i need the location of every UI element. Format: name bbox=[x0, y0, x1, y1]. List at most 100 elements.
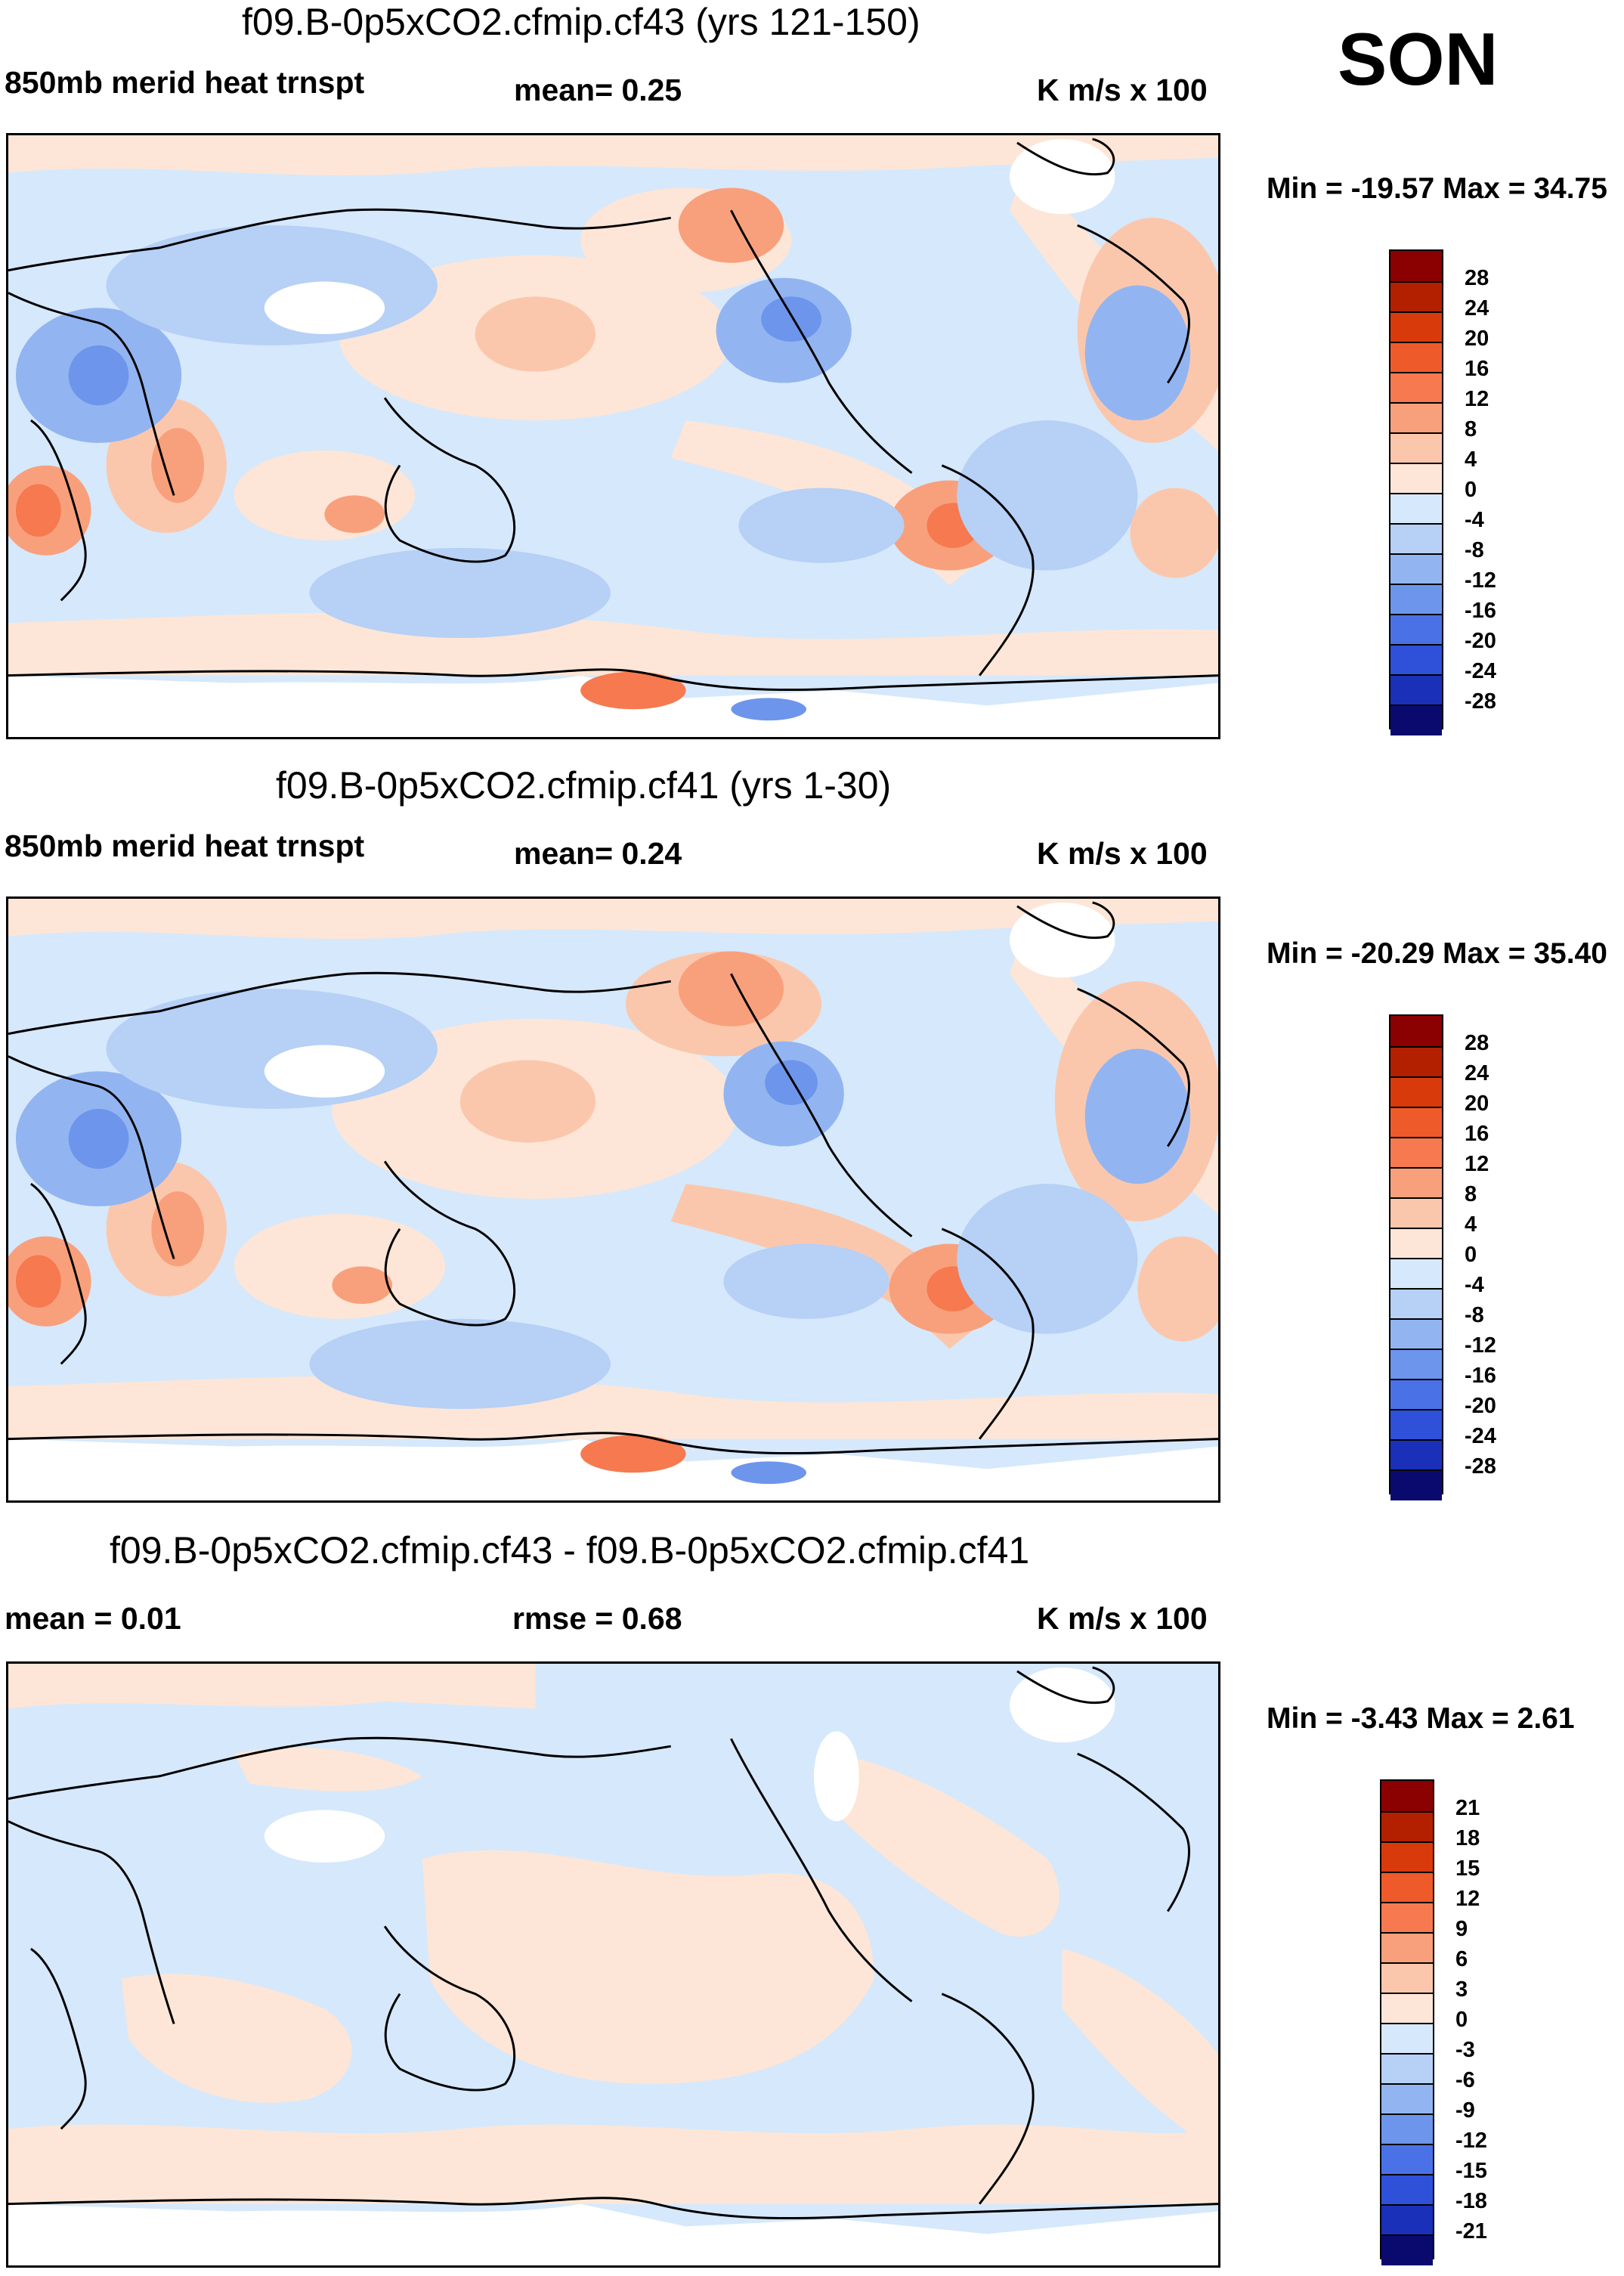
panel1-tick-2: 24 bbox=[1465, 296, 1489, 320]
panel1-tick-4: 16 bbox=[1465, 357, 1489, 381]
panel2-tick-2: 24 bbox=[1465, 1061, 1489, 1085]
panel3-tick-7: 3 bbox=[1455, 1977, 1468, 2002]
panel3-swatch-12 bbox=[1381, 2115, 1433, 2145]
panel1-tick-3: 20 bbox=[1465, 327, 1489, 351]
panel2-minmax: Min = -20.29 Max = 35.40 bbox=[1267, 937, 1607, 970]
panel2-tick-4: 16 bbox=[1465, 1122, 1489, 1146]
panel2-swatch-9 bbox=[1390, 1259, 1442, 1290]
panel2-swatch-3 bbox=[1390, 1078, 1442, 1108]
panel3-tick-10: -6 bbox=[1455, 2068, 1475, 2092]
panel1-tick-7: 4 bbox=[1465, 447, 1477, 472]
panel2-swatch-2 bbox=[1390, 1048, 1442, 1078]
panel1-swatch-16 bbox=[1390, 706, 1442, 735]
panel1-tick-15: -28 bbox=[1465, 689, 1496, 714]
panel2-swatch-15 bbox=[1390, 1441, 1442, 1471]
panel2-swatch-13 bbox=[1390, 1380, 1442, 1411]
panel3-tick-14: -18 bbox=[1455, 2189, 1487, 2213]
panel3-swatch-1 bbox=[1381, 1781, 1433, 1813]
panel1-swatch-9 bbox=[1390, 494, 1442, 525]
season-label: SON bbox=[1338, 17, 1499, 101]
panel1-tick-1: 28 bbox=[1465, 266, 1489, 290]
panel3-swatch-13 bbox=[1381, 2145, 1433, 2175]
panel2-tick-3: 20 bbox=[1465, 1092, 1489, 1116]
panel3-swatch-11 bbox=[1381, 2085, 1433, 2115]
panel3-colorbar bbox=[1380, 1779, 1434, 2265]
panel3-tick-8: 0 bbox=[1455, 2008, 1468, 2032]
panel1-map bbox=[6, 133, 1220, 739]
panel1-tick-13: -20 bbox=[1465, 629, 1496, 653]
panel1-colorbar bbox=[1389, 249, 1443, 735]
panel1-swatch-7 bbox=[1390, 434, 1442, 464]
panel1-tick-12: -16 bbox=[1465, 599, 1496, 623]
panel2-tick-1: 28 bbox=[1465, 1031, 1489, 1055]
panel1-tick-8: 0 bbox=[1465, 478, 1477, 502]
panel3-tick-3: 15 bbox=[1455, 1856, 1480, 1881]
panel1-swatch-3 bbox=[1390, 313, 1442, 343]
panel1-swatch-14 bbox=[1390, 646, 1442, 676]
panel2-title: f09.B-0p5xCO2.cfmip.cf41 (yrs 1-30) bbox=[276, 764, 892, 807]
panel2-tick-12: -16 bbox=[1465, 1364, 1496, 1388]
panel3-tick-11: -9 bbox=[1455, 2098, 1475, 2123]
panel1-mean-label: mean= 0.25 bbox=[514, 73, 682, 107]
panel2-swatch-4 bbox=[1390, 1108, 1442, 1138]
panel1-swatch-15 bbox=[1390, 676, 1442, 706]
panel2-swatch-1 bbox=[1390, 1016, 1442, 1048]
panel2-tick-6: 8 bbox=[1465, 1182, 1477, 1206]
panel1-tick-6: 8 bbox=[1465, 417, 1477, 441]
panel2-swatch-8 bbox=[1390, 1229, 1442, 1259]
panel2-tick-14: -24 bbox=[1465, 1424, 1496, 1448]
panel2-swatch-5 bbox=[1390, 1138, 1442, 1169]
panel2-tick-11: -12 bbox=[1465, 1333, 1496, 1358]
panel3-swatch-10 bbox=[1381, 2055, 1433, 2085]
panel3-tick-6: 6 bbox=[1455, 1947, 1468, 1971]
panel3-swatch-15 bbox=[1381, 2206, 1433, 2236]
panel1-swatch-8 bbox=[1390, 464, 1442, 494]
panel1-units-label: K m/s x 100 bbox=[1037, 73, 1208, 107]
panel3-map-plot bbox=[8, 1664, 1218, 2265]
panel1-tick-14: -24 bbox=[1465, 659, 1496, 683]
panel3-swatch-3 bbox=[1381, 1843, 1433, 1873]
panel2-swatch-12 bbox=[1390, 1350, 1442, 1380]
panel2-tick-13: -20 bbox=[1465, 1394, 1496, 1418]
panel1-swatch-2 bbox=[1390, 283, 1442, 313]
panel2-tick-15: -28 bbox=[1465, 1454, 1496, 1479]
panel2-map bbox=[6, 896, 1220, 1503]
panel3-units-label: K m/s x 100 bbox=[1037, 1601, 1208, 1636]
panel1-tick-10: -8 bbox=[1465, 538, 1484, 562]
panel2-tick-7: 4 bbox=[1465, 1212, 1477, 1237]
panel2-swatch-14 bbox=[1390, 1411, 1442, 1441]
panel3-swatch-6 bbox=[1381, 1934, 1433, 1964]
panel2-units-label: K m/s x 100 bbox=[1037, 836, 1208, 871]
panel2-swatch-16 bbox=[1390, 1471, 1442, 1500]
panel2-map-plot bbox=[8, 899, 1218, 1500]
panel3-tick-4: 12 bbox=[1455, 1887, 1480, 1911]
panel1-swatch-5 bbox=[1390, 373, 1442, 404]
panel3-swatch-7 bbox=[1381, 1964, 1433, 1994]
panel3-tick-5: 9 bbox=[1455, 1917, 1468, 1941]
panel3-swatch-16 bbox=[1381, 2236, 1433, 2265]
panel1-swatch-11 bbox=[1390, 555, 1442, 585]
panel3-tick-15: -21 bbox=[1455, 2219, 1487, 2243]
panel3-tick-1: 21 bbox=[1455, 1796, 1480, 1820]
panel3-title: f09.B-0p5xCO2.cfmip.cf43 - f09.B-0p5xCO2… bbox=[110, 1529, 1030, 1572]
panel1-title: f09.B-0p5xCO2.cfmip.cf43 (yrs 121-150) bbox=[242, 1, 920, 43]
panel1-swatch-4 bbox=[1390, 343, 1442, 373]
panel2-tick-10: -8 bbox=[1465, 1303, 1484, 1327]
panel2-swatch-6 bbox=[1390, 1169, 1442, 1199]
panel3-tick-12: -12 bbox=[1455, 2129, 1487, 2153]
panel2-tick-8: 0 bbox=[1465, 1243, 1477, 1267]
panel3-map bbox=[6, 1661, 1220, 2268]
panel2-tick-9: -4 bbox=[1465, 1273, 1484, 1297]
panel1-swatch-13 bbox=[1390, 615, 1442, 646]
panel2-variable-label: 850mb merid heat trnspt bbox=[5, 828, 365, 863]
panel1-swatch-12 bbox=[1390, 585, 1442, 615]
panel1-tick-5: 12 bbox=[1465, 387, 1489, 411]
panel2-swatch-10 bbox=[1390, 1290, 1442, 1320]
panel3-minmax: Min = -3.43 Max = 2.61 bbox=[1267, 1702, 1575, 1735]
panel3-mean-label: mean = 0.01 bbox=[5, 1601, 181, 1636]
panel3-rmse-label: rmse = 0.68 bbox=[512, 1601, 682, 1636]
panel2-swatch-7 bbox=[1390, 1199, 1442, 1229]
panel2-swatch-11 bbox=[1390, 1320, 1442, 1350]
panel1-minmax: Min = -19.57 Max = 34.75 bbox=[1267, 172, 1607, 205]
panel1-swatch-10 bbox=[1390, 525, 1442, 555]
